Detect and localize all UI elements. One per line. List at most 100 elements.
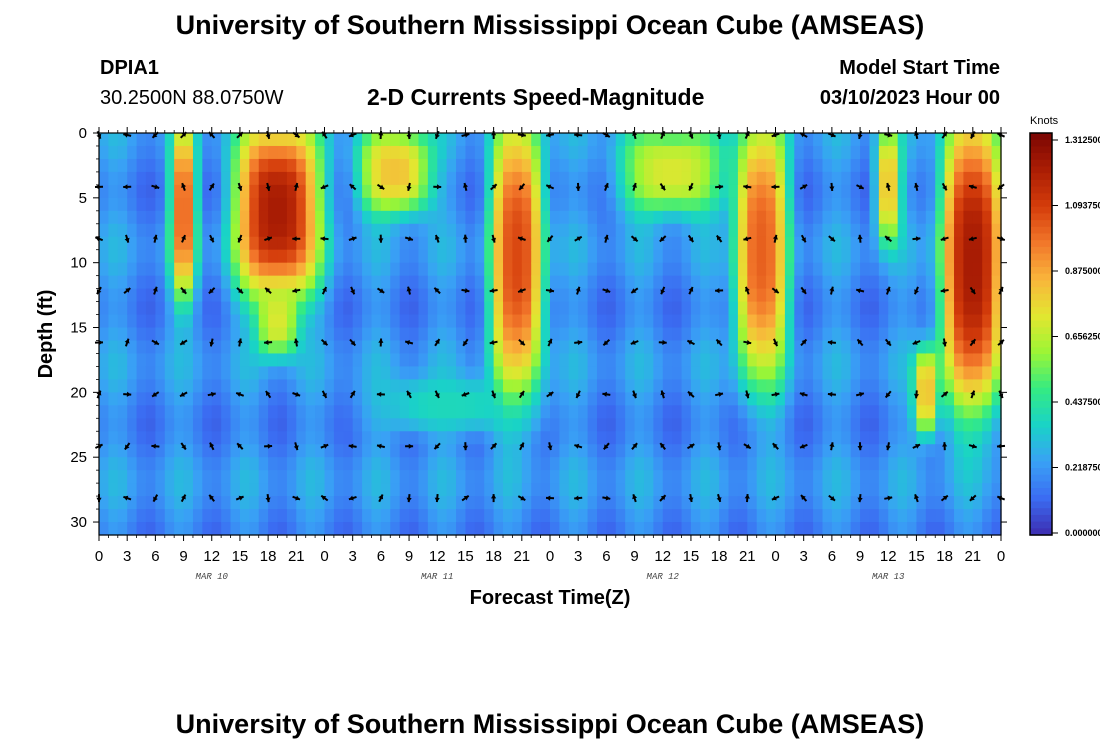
heatmap-cell	[474, 392, 485, 406]
heatmap-cell	[897, 509, 908, 523]
heatmap-cell	[916, 327, 927, 342]
heatmap-cell	[99, 145, 109, 160]
heatmap-cell	[145, 340, 156, 355]
heatmap-cell	[352, 418, 363, 432]
heatmap-cell	[371, 236, 382, 251]
heatmap-cell	[578, 366, 589, 380]
heatmap-cell	[822, 340, 833, 355]
heatmap-cell	[333, 210, 344, 225]
heatmap-cell	[493, 184, 504, 199]
heatmap-cell	[756, 288, 767, 303]
heatmap-cell	[493, 327, 504, 342]
heatmap-cell	[596, 418, 607, 432]
heatmap-cell	[634, 184, 645, 199]
heatmap-cell	[878, 353, 889, 368]
heatmap-cell	[239, 509, 250, 523]
heatmap-cell	[991, 379, 1002, 393]
heatmap-cell	[766, 249, 777, 264]
heatmap-cell	[822, 262, 833, 277]
heatmap-cell	[606, 509, 617, 523]
heatmap-cell	[409, 418, 420, 432]
heatmap-cell	[418, 340, 429, 355]
heatmap-cell	[606, 392, 617, 406]
current-arrow	[574, 340, 583, 346]
heatmap-cell	[982, 392, 993, 406]
heatmap-cell	[550, 197, 560, 212]
heatmap-cell	[672, 223, 683, 238]
heatmap-cell	[108, 366, 119, 380]
heatmap-cell	[784, 210, 795, 225]
heatmap-cell	[239, 210, 250, 225]
heatmap-cell	[390, 158, 401, 173]
heatmap-cell	[643, 184, 654, 199]
heatmap-cell	[728, 236, 739, 251]
heatmap-cell	[850, 262, 861, 277]
heatmap-cell	[352, 133, 363, 147]
heatmap-cell	[211, 340, 222, 355]
heatmap-cell	[409, 379, 420, 393]
heatmap-cell	[568, 314, 579, 329]
colorbar-segment	[1030, 401, 1052, 409]
heatmap-cell	[907, 288, 918, 303]
heatmap-cell	[155, 327, 166, 342]
heatmap-cell	[728, 366, 739, 380]
heatmap-cell	[587, 418, 598, 432]
heatmap-cell	[596, 275, 607, 290]
heatmap-cell	[728, 496, 739, 510]
heatmap-cell	[766, 379, 777, 393]
heatmap-cell	[747, 470, 758, 484]
heatmap-cell	[606, 158, 617, 173]
heatmap-cell	[230, 275, 241, 290]
heatmap-cell	[944, 249, 955, 264]
heatmap-cell	[916, 418, 927, 432]
heatmap-cell	[935, 171, 946, 186]
heatmap-cell	[221, 496, 232, 510]
heatmap-cell	[315, 210, 326, 225]
heatmap-cell	[371, 249, 382, 264]
current-arrow	[293, 442, 299, 451]
heatmap-cell	[587, 496, 598, 510]
heatmap-cell	[681, 249, 692, 264]
heatmap-cell	[709, 236, 720, 251]
heatmap-cell	[634, 522, 645, 536]
heatmap-cell	[860, 483, 871, 497]
heatmap-cell	[145, 418, 156, 432]
heatmap-cell	[202, 470, 213, 484]
current-arrow	[970, 390, 976, 399]
heatmap-cell	[296, 197, 307, 212]
heatmap-cell	[484, 301, 495, 316]
heatmap-cell	[737, 340, 748, 355]
heatmap-cell	[418, 522, 429, 536]
heatmap-cell	[606, 405, 617, 419]
heatmap-cell	[521, 353, 532, 368]
heatmap-cell	[634, 366, 645, 380]
heatmap-cell	[625, 405, 636, 419]
heatmap-cell	[493, 379, 504, 393]
heatmap-cell	[399, 158, 410, 173]
heatmap-cell	[634, 133, 645, 147]
heatmap-cell	[315, 457, 326, 471]
heatmap-cell	[493, 197, 504, 212]
heatmap-cell	[315, 223, 326, 238]
heatmap-cell	[850, 133, 861, 147]
heatmap-cell	[587, 366, 598, 380]
heatmap-cell	[954, 262, 965, 277]
heatmap-cell	[888, 327, 899, 342]
heatmap-cell	[944, 483, 955, 497]
heatmap-cell	[831, 210, 842, 225]
heatmap-cell	[869, 483, 880, 497]
heatmap-cell	[550, 158, 560, 173]
heatmap-cell	[878, 418, 889, 432]
heatmap-cell	[550, 327, 560, 342]
heatmap-cell	[183, 301, 194, 316]
heatmap-cell	[935, 457, 946, 471]
heatmap-cell	[427, 158, 438, 173]
heatmap-cell	[427, 496, 438, 510]
heatmap-cell	[606, 262, 617, 277]
heatmap-cell	[690, 275, 701, 290]
heatmap-cell	[145, 353, 156, 368]
heatmap-cell	[465, 327, 476, 342]
current-arrow	[180, 286, 187, 295]
heatmap-cell	[606, 522, 617, 536]
current-arrow	[320, 443, 329, 449]
